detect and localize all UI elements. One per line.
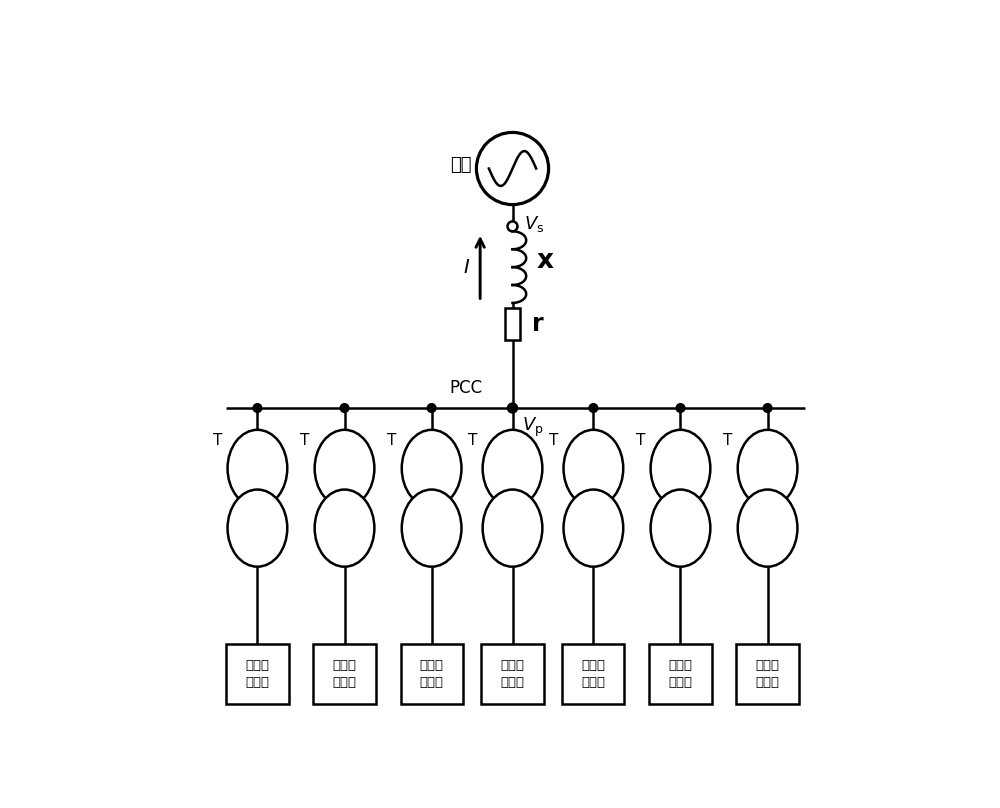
Ellipse shape (402, 490, 461, 566)
Ellipse shape (738, 430, 797, 507)
Text: 风力发
电系统: 风力发 电系统 (668, 659, 692, 689)
Circle shape (508, 403, 517, 413)
Ellipse shape (651, 490, 710, 566)
Ellipse shape (651, 430, 710, 507)
Bar (736, 645, 799, 704)
Circle shape (253, 404, 262, 412)
Text: 风力发
电系统: 风力发 电系统 (756, 659, 780, 689)
Circle shape (427, 404, 436, 412)
Text: $\mathbf{r}$: $\mathbf{r}$ (531, 312, 545, 336)
Bar (401, 645, 463, 704)
Bar (313, 645, 376, 704)
Bar (481, 645, 544, 704)
Text: T: T (549, 433, 559, 448)
Text: 光伏发
电系统: 光伏发 电系统 (333, 659, 357, 689)
Text: 光伏发
电系统: 光伏发 电系统 (420, 659, 444, 689)
Circle shape (508, 404, 517, 412)
Ellipse shape (315, 490, 374, 566)
Bar (505, 308, 520, 340)
Ellipse shape (564, 490, 623, 566)
Ellipse shape (738, 490, 797, 566)
Bar (226, 645, 289, 704)
Text: T: T (387, 433, 397, 448)
Circle shape (763, 404, 772, 412)
Ellipse shape (483, 430, 542, 507)
Circle shape (340, 404, 349, 412)
Ellipse shape (228, 430, 287, 507)
Text: T: T (213, 433, 223, 448)
Ellipse shape (228, 490, 287, 566)
Text: $\mathbf{x}$: $\mathbf{x}$ (536, 248, 555, 274)
Circle shape (589, 404, 598, 412)
Text: 光伏发
电系统: 光伏发 电系统 (245, 659, 269, 689)
Text: $I$: $I$ (463, 258, 470, 276)
Text: 电网: 电网 (451, 157, 472, 175)
Circle shape (676, 404, 685, 412)
Text: PCC: PCC (449, 379, 482, 397)
Bar (562, 645, 624, 704)
Text: 光伏发
电系统: 光伏发 电系统 (501, 659, 524, 689)
Text: T: T (636, 433, 646, 448)
Text: 风力发
电系统: 风力发 电系统 (581, 659, 605, 689)
Ellipse shape (402, 430, 461, 507)
Text: T: T (300, 433, 310, 448)
Text: $V_{\mathrm{p}}$: $V_{\mathrm{p}}$ (522, 415, 544, 439)
Text: T: T (468, 433, 478, 448)
Bar (649, 645, 712, 704)
Ellipse shape (315, 430, 374, 507)
Ellipse shape (483, 490, 542, 566)
Text: T: T (723, 433, 733, 448)
Ellipse shape (564, 430, 623, 507)
Text: $V_{\mathrm{s}}$: $V_{\mathrm{s}}$ (524, 214, 544, 234)
